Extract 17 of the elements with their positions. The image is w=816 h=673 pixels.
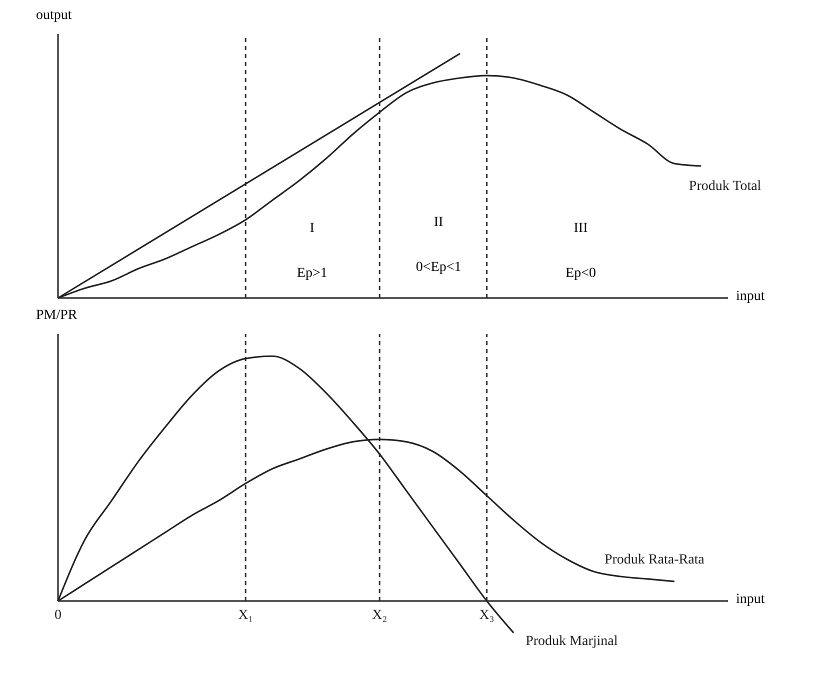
- annotation: Ep<0: [566, 266, 596, 282]
- x-tick-label: X₃: [479, 608, 494, 623]
- annotation: 0<Ep<1: [416, 260, 462, 276]
- series-label: Produk Marjinal: [526, 634, 618, 649]
- x-tick-label: X₂: [372, 608, 388, 623]
- series-label: Produk Total: [688, 179, 762, 194]
- x-tick-label: 0: [54, 608, 62, 623]
- annotation: Ep>1: [296, 266, 328, 282]
- x-tick-label: X₁: [238, 608, 254, 623]
- y-axis-title: PM/PR: [36, 308, 78, 324]
- annotation: II: [434, 215, 444, 231]
- x-axis-title: input: [736, 592, 765, 608]
- annotation: III: [574, 221, 588, 237]
- y-axis-title: output: [36, 8, 72, 24]
- annotation: I: [310, 221, 314, 237]
- x-axis-title: input: [736, 289, 765, 305]
- series-label: Produk Rata-Rata: [604, 552, 706, 568]
